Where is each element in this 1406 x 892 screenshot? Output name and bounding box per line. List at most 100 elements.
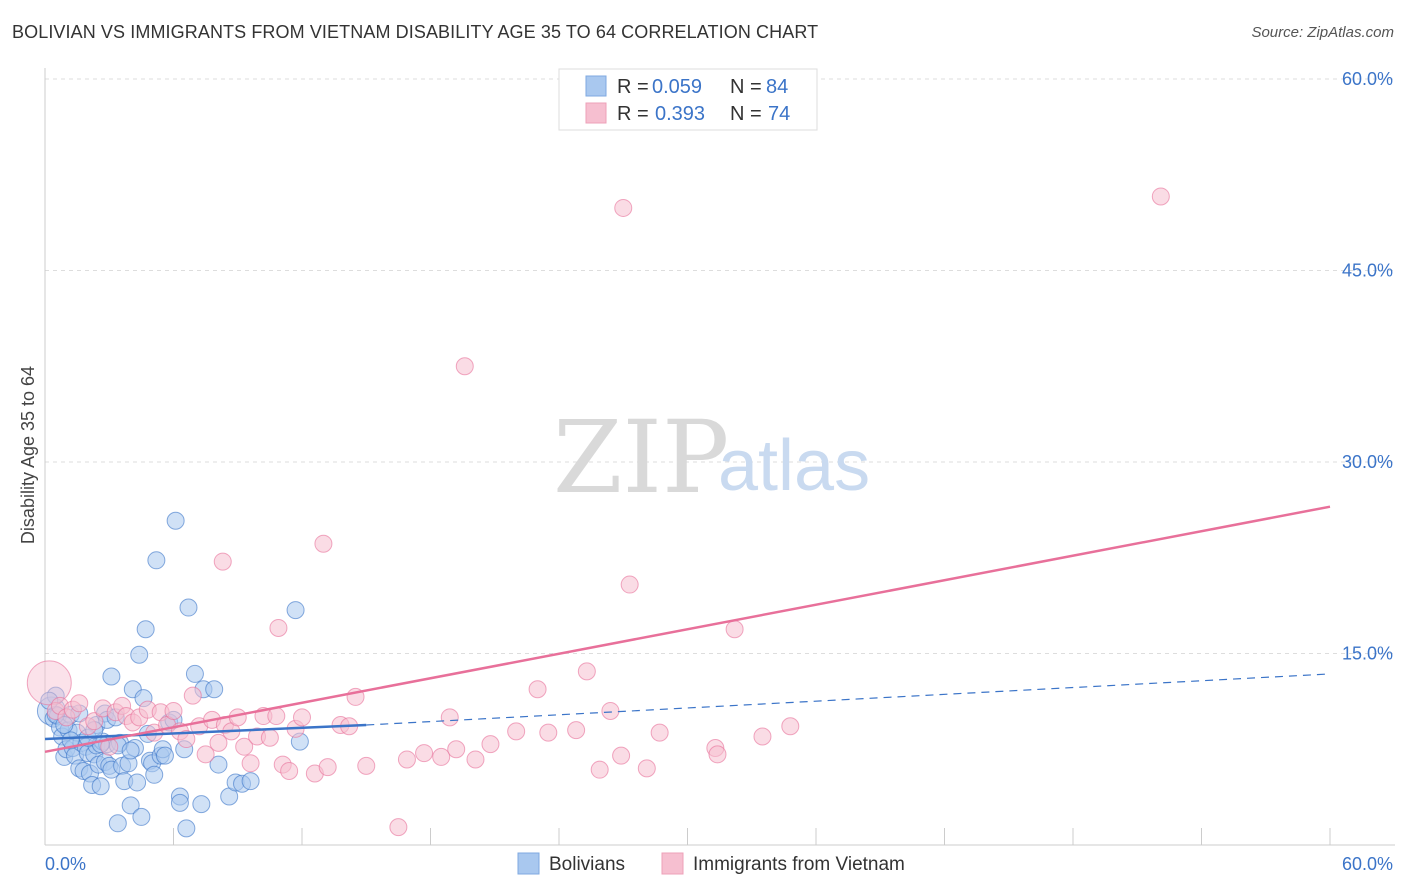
data-point-1-74	[314, 534, 333, 553]
data-point-0-58	[166, 511, 185, 530]
watermark-atlas: atlas	[718, 426, 870, 506]
data-point-0-64	[185, 664, 204, 683]
data-point-0-65	[192, 795, 211, 814]
series-vietnam	[26, 187, 1170, 837]
data-point-0-55	[155, 746, 174, 765]
y-tick-label-0: 15.0%	[1342, 644, 1393, 664]
data-point-1-60	[590, 760, 609, 779]
data-point-0-52	[147, 551, 166, 570]
legend-n-label-2: N =	[730, 103, 762, 125]
data-point-0-44	[130, 645, 149, 664]
x-tick-labels: 0.0% 60.0%	[45, 854, 1393, 874]
bottom-legend-label-bolivians: Bolivians	[549, 854, 625, 875]
data-point-1-71	[781, 717, 800, 736]
data-point-1-68	[708, 745, 727, 764]
data-point-1-21	[177, 730, 196, 749]
data-point-0-43	[128, 773, 147, 792]
data-point-1-9	[100, 737, 119, 756]
data-point-0-73	[286, 601, 305, 620]
data-point-1-47	[397, 750, 416, 769]
bottom-legend-label-vietnam: Immigrants from Vietnam	[693, 854, 905, 875]
data-point-1-19	[164, 701, 183, 720]
data-point-1-58	[567, 721, 586, 740]
data-point-1-46	[389, 818, 408, 837]
legend-r-value-1: 0.059	[652, 76, 702, 98]
data-point-1-5	[70, 694, 89, 713]
x-tick-label-1: 60.0%	[1342, 854, 1393, 874]
data-point-1-26	[209, 733, 228, 752]
y-axis-title: Disability Age 35 to 64	[18, 366, 38, 544]
data-point-0-72	[241, 772, 260, 791]
legend-n-value-1: 84	[766, 76, 788, 98]
bottom-legend: Bolivians Immigrants from Vietnam	[517, 852, 905, 875]
trend-line-bolivians-extension	[366, 673, 1331, 726]
source-label: Source: ZipAtlas.com	[1251, 24, 1394, 41]
data-point-1-52	[455, 357, 474, 376]
data-point-1-75	[269, 618, 288, 637]
data-point-0-76	[61, 731, 80, 750]
data-point-1-48	[415, 744, 434, 763]
x-tick-label-0: 0.0%	[45, 854, 86, 874]
bottom-legend-swatch-pink	[661, 852, 684, 875]
legend-n-value-2: 74	[768, 103, 790, 125]
gridlines	[45, 78, 1395, 654]
data-point-0-35	[108, 814, 127, 833]
data-point-1-73	[213, 552, 232, 571]
data-point-1-70	[753, 727, 772, 746]
data-point-0-62	[177, 819, 196, 838]
watermark-zip: ZIP	[553, 399, 729, 516]
data-point-1-39	[293, 708, 311, 727]
data-point-1-24	[196, 745, 215, 764]
data-point-0-45	[132, 807, 151, 826]
legend-n-label-1: N =	[730, 76, 762, 98]
y-tick-label-2: 45.0%	[1342, 261, 1393, 281]
data-point-0-40	[121, 796, 140, 815]
data-point-1-69	[725, 620, 744, 639]
legend-swatch-blue	[585, 75, 607, 97]
watermark: ZIP atlas	[553, 399, 870, 516]
data-point-1-30	[235, 737, 254, 756]
data-point-0-60	[170, 793, 189, 812]
data-point-1-63	[614, 198, 633, 217]
trend-line-vietnam	[44, 505, 1331, 754]
legend-swatch-pink	[585, 102, 607, 124]
data-point-1-57	[539, 723, 558, 742]
legend-r-label-1: R =	[617, 76, 649, 98]
data-point-0-63	[179, 598, 198, 617]
data-point-1-62	[612, 746, 631, 765]
data-point-0-51	[145, 765, 164, 784]
legend: R = 0.059 N = 84 R = 0.393 N = 74	[558, 68, 818, 131]
data-point-1-22	[183, 686, 202, 705]
data-point-0-68	[209, 755, 228, 774]
data-point-1-72	[1151, 187, 1170, 206]
data-point-1-53	[466, 750, 485, 769]
data-point-1-61	[601, 701, 620, 720]
data-point-1-51	[447, 740, 466, 759]
series-bolivians	[36, 511, 309, 838]
axes	[44, 68, 1395, 846]
data-point-1-50	[440, 708, 459, 727]
data-point-1-7	[85, 712, 104, 731]
data-point-1-55	[507, 722, 526, 741]
data-point-1-31	[241, 754, 260, 773]
y-tick-label-1: 30.0%	[1342, 452, 1393, 472]
data-point-1-34	[260, 728, 279, 747]
data-point-0-33	[102, 667, 121, 686]
data-point-1-64	[620, 575, 639, 594]
legend-r-label-2: R =	[617, 103, 649, 125]
data-point-0-81	[121, 741, 140, 760]
chart-title: BOLIVIAN VS IMMIGRANTS FROM VIETNAM DISA…	[12, 22, 819, 42]
data-point-1-45	[357, 756, 376, 775]
data-point-1-66	[650, 723, 669, 742]
data-point-1-35	[267, 707, 286, 726]
data-point-1-54	[481, 735, 500, 754]
data-point-1-37	[280, 761, 299, 780]
legend-r-value-2: 0.393	[655, 103, 705, 125]
data-point-1-41	[318, 758, 337, 777]
trend-lines	[44, 505, 1331, 754]
trend-line-bolivians	[44, 723, 367, 741]
data-point-0-23	[91, 777, 110, 796]
y-tick-label-3: 60.0%	[1342, 69, 1393, 89]
data-point-1-56	[528, 680, 547, 699]
